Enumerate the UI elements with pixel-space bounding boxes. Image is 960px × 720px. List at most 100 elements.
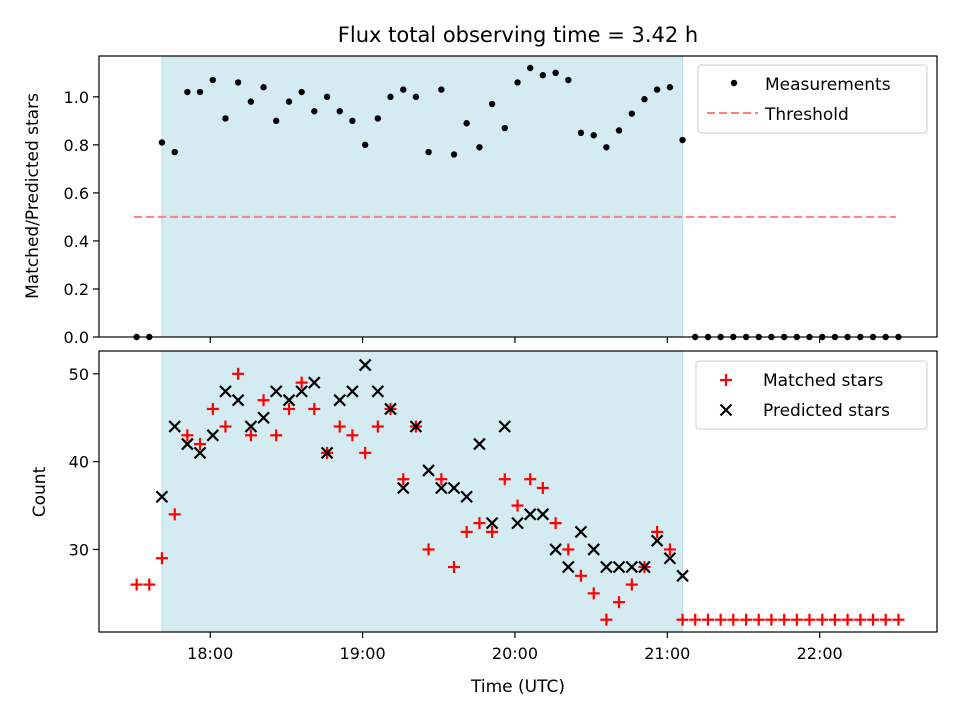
matched-star-point <box>663 543 676 556</box>
predicted-star-point <box>638 560 651 574</box>
matched-star-point <box>524 473 537 486</box>
measurement-point <box>184 88 191 96</box>
measurement-point <box>158 139 166 146</box>
measurement-point <box>526 64 534 72</box>
observing-window-span <box>161 55 684 338</box>
matched-star-point <box>232 367 245 380</box>
predicted-star-point <box>384 402 397 416</box>
measurement-point <box>336 108 343 115</box>
matched-star-point <box>841 613 854 626</box>
bottom-legend-box <box>695 360 928 430</box>
measurement-point <box>298 88 305 96</box>
measurement-point <box>590 132 597 139</box>
legend-predicted-marker <box>719 403 733 417</box>
matched-star-point <box>473 517 486 530</box>
legend-threshold-label: Threshold <box>764 105 849 125</box>
measurement-point <box>412 93 420 101</box>
measurement-point <box>311 108 318 115</box>
x-tick-label: 18:00 <box>187 644 233 663</box>
matched-star-point <box>244 429 257 442</box>
predicted-star-point <box>536 508 550 521</box>
predicted-star-point <box>308 376 321 389</box>
predicted-star-point <box>346 385 359 398</box>
measurement-point <box>679 136 686 144</box>
y-tick-label: 0.8 <box>64 136 89 155</box>
matched-star-point <box>143 578 156 591</box>
measurement-point <box>653 86 661 93</box>
measurement-point <box>361 141 369 149</box>
predicted-star-point <box>333 393 347 407</box>
panel-ratio: 0.0 0.2 0.4 0.6 0.8 1.0 Matched/Predicted sta… <box>23 55 938 347</box>
y-tick-label: 1.0 <box>64 88 89 107</box>
chart-title: Flux total observing time = 3.42 h <box>338 23 698 47</box>
matched-star-point <box>486 525 499 538</box>
measurement-point <box>539 72 547 79</box>
predicted-star-point <box>676 569 689 583</box>
measurement-point <box>285 98 293 105</box>
matched-star-point <box>574 569 587 582</box>
predicted-star-point <box>650 534 664 547</box>
measurement-point <box>514 79 521 86</box>
bottom-ylabel: Count <box>30 466 50 517</box>
matched-star-point <box>803 613 816 626</box>
panel-counts: 30 40 50 18:00 19:00 20:00 21:00 22:00 Count Ti… <box>30 350 938 697</box>
predicted-star-point <box>625 560 639 574</box>
predicted-star-point <box>498 420 512 433</box>
measurement-point <box>222 115 229 122</box>
matched-star-point <box>727 613 740 626</box>
matched-star-point <box>206 402 219 415</box>
matched-star-point <box>511 499 524 512</box>
matched-star-point <box>816 613 829 626</box>
x-tick-label: 21:00 <box>644 644 690 663</box>
measurement-point <box>425 148 432 156</box>
measurement-point <box>260 84 267 91</box>
predicted-star-point <box>460 490 473 504</box>
measurement-point <box>349 117 356 125</box>
matched-star-point <box>879 613 892 626</box>
y-tick-label: 0.0 <box>64 328 89 347</box>
predicted-star-point <box>231 393 245 407</box>
matched-star-point <box>498 473 511 486</box>
predicted-star-point <box>193 446 207 460</box>
predicted-star-point <box>295 385 308 398</box>
matched-star-point <box>613 596 626 609</box>
measurement-point <box>603 144 610 151</box>
matched-star-point <box>892 613 905 626</box>
x-tick-label: 22:00 <box>797 644 843 663</box>
measurement-point <box>272 117 280 125</box>
matched-star-point <box>587 587 600 600</box>
predicted-star-point <box>168 420 182 433</box>
predicted-star-point <box>473 437 486 451</box>
legend-matched-marker <box>720 374 732 386</box>
matched-star-point <box>346 429 359 442</box>
measurement-point <box>209 76 217 84</box>
matched-star-point <box>676 613 689 626</box>
measurement-point <box>247 98 255 105</box>
matched-star-point <box>219 420 232 433</box>
matched-star-point <box>422 543 435 556</box>
measurement-point <box>463 120 470 127</box>
matched-star-point <box>765 613 778 626</box>
bottom-axes-frame <box>98 350 938 633</box>
y-tick-label: 30 <box>69 540 89 559</box>
legend-measurements-label: Measurements <box>765 75 891 95</box>
matched-star-point <box>460 525 473 538</box>
measurement-point <box>374 115 382 122</box>
matched-star-point <box>740 613 753 626</box>
measurement-point <box>565 76 572 84</box>
predicted-star-point <box>206 429 220 442</box>
matched-star-point <box>689 613 702 626</box>
matched-star-point <box>549 517 562 530</box>
predicted-star-point <box>587 543 601 556</box>
top-ylabel: Matched/Predicted stars <box>23 93 43 299</box>
measurement-point <box>476 144 483 151</box>
legend-predicted-label: Predicted stars <box>763 401 890 421</box>
predicted-star-point <box>600 560 613 574</box>
bottom-legend: Matched stars Predicted stars <box>695 360 928 430</box>
x-tick-label: 20:00 <box>492 644 538 663</box>
predicted-star-point <box>447 481 461 495</box>
matched-star-point <box>651 525 664 538</box>
matched-star-point <box>333 420 346 433</box>
bottom-xlabel: Time (UTC) <box>470 677 565 697</box>
